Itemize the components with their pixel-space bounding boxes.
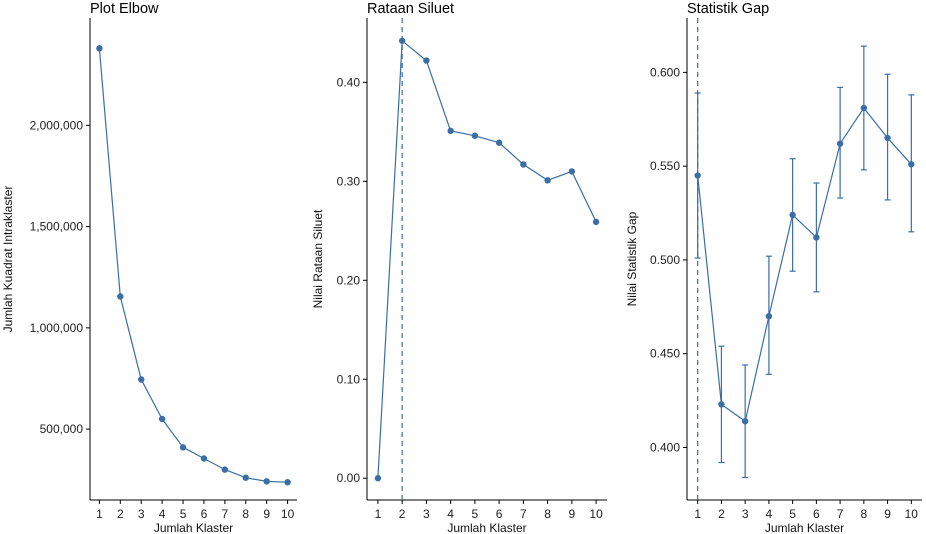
series-line [377,39,597,479]
x-tick-label: 9 [884,507,891,521]
data-point [117,293,124,300]
x-tick-label: 4 [766,507,773,521]
y-tick-label: 2,000,000 [30,118,84,132]
data-point [179,444,187,451]
x-tick-label: 9 [569,507,576,521]
data-point [741,418,749,425]
y-axis-label: Nilai Statistik Gap [625,211,639,306]
x-tick-label: 7 [222,507,229,521]
data-point [544,177,551,184]
series-line [697,106,912,423]
y-axis-label: Jumlah Kuadrat Intraklaster [1,186,15,333]
data-point [138,376,145,383]
x-tick-label: 9 [263,507,270,521]
data-point [718,401,725,408]
data-point [96,45,103,52]
x-tick-label: 3 [423,507,430,521]
data-point [592,218,600,226]
data-point [398,37,406,44]
y-tick-label: 0.30 [337,174,361,188]
y-tick-label: 1,000,000 [30,321,84,335]
y-tick-label: 0.450 [650,347,680,361]
x-tick-label: 2 [399,507,406,521]
data-point [694,172,701,179]
x-tick-label: 4 [447,507,454,521]
y-tick-label: 0.500 [650,253,680,267]
x-tick-label: 6 [813,507,820,521]
chart-panel-3: Statistik Gap 0.400 0.450 0.500 0.550 0.600 1 2… [625,1,922,534]
data-point [242,474,249,481]
x-tick-label: 5 [472,507,479,521]
x-tick-label: 8 [544,507,551,521]
x-tick-label: 5 [180,507,187,521]
x-tick-label: 3 [138,507,145,521]
data-point [263,478,270,485]
data-point [374,475,382,482]
x-tick-label: 1 [96,507,103,521]
data-point [200,455,208,462]
x-axis-label: Jumlah Klaster [765,521,844,534]
data-point [884,134,891,142]
x-tick-label: 4 [159,507,166,521]
y-tick-label: 0.10 [337,372,361,386]
chart-title: Plot Elbow [90,1,159,17]
data-point [908,161,915,168]
x-tick-label: 10 [905,507,919,521]
data-point [568,168,576,175]
y-tick-label: 500,000 [40,422,84,436]
data-point [520,161,527,168]
y-tick-label: 0.550 [650,159,680,173]
series-line [98,48,288,483]
x-axis-label: Jumlah Klaster [447,521,526,534]
x-tick-label: 1 [375,507,382,521]
y-axis-label: Nilai Rataan Siluet [311,209,325,308]
data-point [789,211,796,219]
data-point [836,140,844,147]
x-tick-label: 8 [242,507,249,521]
x-tick-label: 1 [694,507,701,521]
x-tick-label: 10 [281,507,295,521]
chart-panel-1: Plot Elbow 500,000 1,000,000 1,500,000 2,000… [1,1,297,534]
y-tick-label: 0.20 [337,273,361,287]
y-tick-label: 0.40 [337,75,361,89]
chart-title: Rataan Siluet [367,1,454,17]
data-point [813,234,820,241]
x-tick-label: 7 [520,507,527,521]
y-tick-label: 1,500,000 [30,220,84,234]
x-tick-label: 6 [496,507,503,521]
x-tick-label: 8 [860,507,867,521]
data-point [423,57,430,64]
y-tick-label: 0.400 [650,440,680,454]
x-tick-label: 2 [117,507,124,521]
data-point [471,132,479,139]
x-tick-label: 10 [589,507,603,521]
chart-panel-2: Rataan Siluet 0.00 0.10 0.20 0.30 0.40 1 2 3 4 5 6 7… [311,1,607,534]
data-point [447,127,454,135]
data-point [284,478,291,486]
x-tick-label: 6 [201,507,208,521]
data-point [765,313,773,320]
data-point [495,139,503,146]
data-point [221,466,229,473]
x-tick-label: 5 [789,507,796,521]
data-point [860,104,868,112]
data-point [158,415,166,423]
y-tick-label: 0.00 [337,471,361,485]
y-tick-label: 0.600 [650,65,680,79]
x-tick-label: 2 [718,507,725,521]
x-tick-label: 3 [742,507,749,521]
chart-title: Statistik Gap [687,1,769,17]
x-axis-label: Jumlah Klaster [154,521,233,534]
x-tick-label: 7 [837,507,844,521]
